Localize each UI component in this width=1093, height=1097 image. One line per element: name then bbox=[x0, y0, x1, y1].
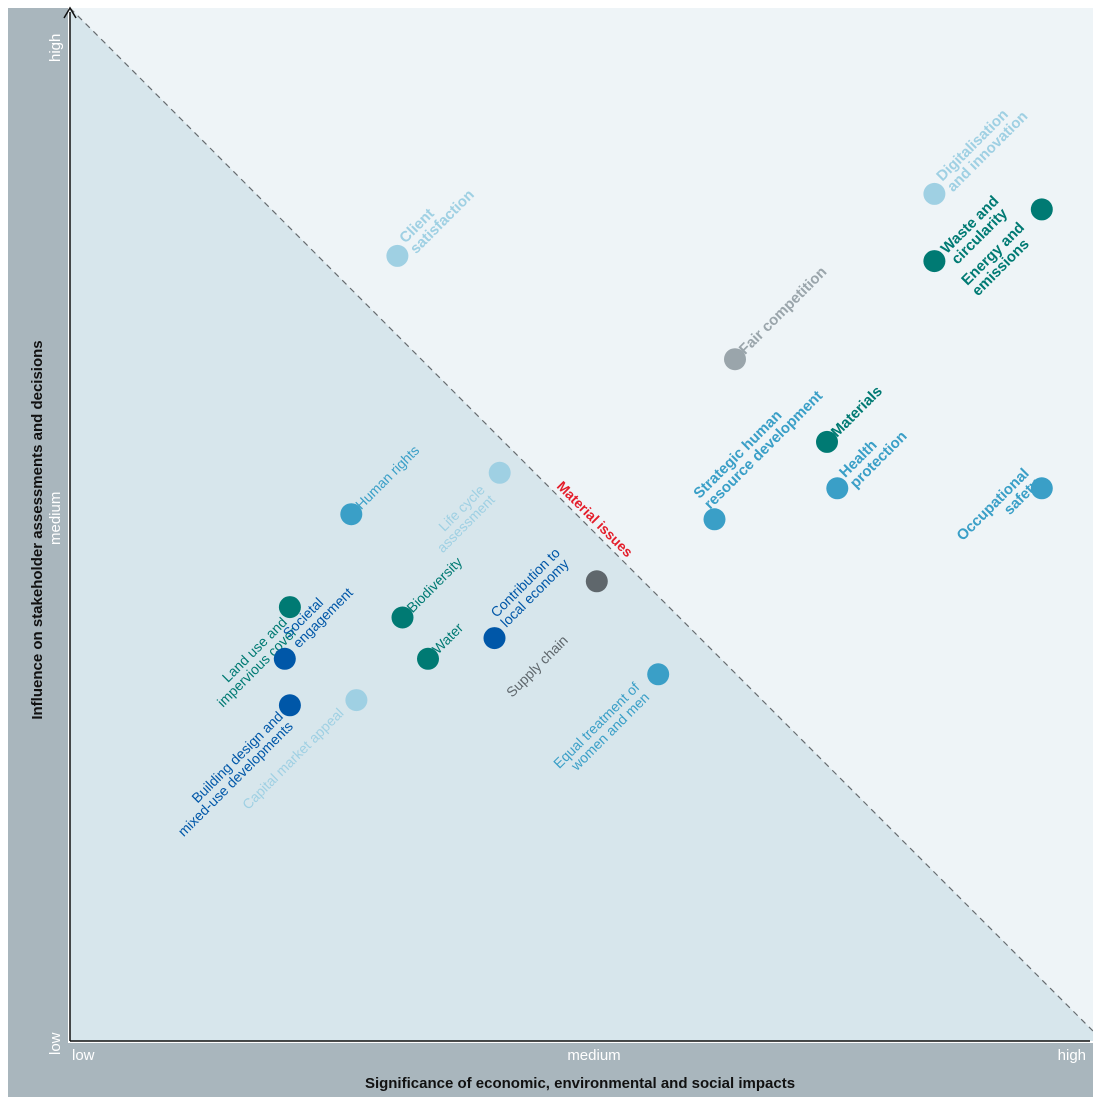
point-supply-chain bbox=[585, 570, 608, 593]
x-tick-medium: medium bbox=[567, 1047, 620, 1064]
y-tick-high: high bbox=[47, 34, 64, 62]
point-water bbox=[417, 647, 439, 670]
point-building-design-and-mixed-use-developments bbox=[278, 694, 301, 717]
point-capital-market-appeal bbox=[345, 689, 368, 712]
point-life-cycle-assessment bbox=[488, 461, 511, 484]
point-client-satisfaction bbox=[386, 244, 409, 267]
point-fair-competition bbox=[724, 348, 746, 371]
point-digitalisation-and-innovation bbox=[923, 182, 946, 205]
point-human-rights bbox=[340, 503, 363, 526]
point-energy-and-emissions bbox=[923, 250, 946, 273]
x-tick-high: high bbox=[1058, 1047, 1086, 1064]
point-health-protection bbox=[826, 477, 849, 500]
left-panel bbox=[8, 8, 68, 1068]
y-tick-medium: medium bbox=[47, 492, 64, 545]
point-materials bbox=[816, 430, 838, 453]
point-land-use-and-impervious-cover bbox=[278, 596, 301, 619]
point-equal-treatment-of-women-and-men bbox=[647, 663, 670, 686]
y-axis-arrow bbox=[63, 6, 77, 19]
point-biodiversity bbox=[391, 606, 414, 629]
y-axis-title: Influence on stakeholder assessments and… bbox=[29, 340, 46, 719]
x-tick-low: low bbox=[72, 1047, 95, 1064]
bottom-panel bbox=[8, 1043, 1093, 1097]
point-contribution-to-local-economy bbox=[483, 627, 506, 650]
point-waste-and-circularity bbox=[1030, 198, 1053, 221]
y-tick-low: low bbox=[47, 1032, 64, 1055]
point-occupational-safety bbox=[1030, 477, 1053, 500]
point-societal-engagement bbox=[273, 647, 296, 670]
x-axis-title: Significance of economic, environmental … bbox=[365, 1075, 795, 1092]
region-below-threshold bbox=[70, 8, 1093, 1041]
point-strategic-human-resource-development bbox=[703, 508, 726, 531]
